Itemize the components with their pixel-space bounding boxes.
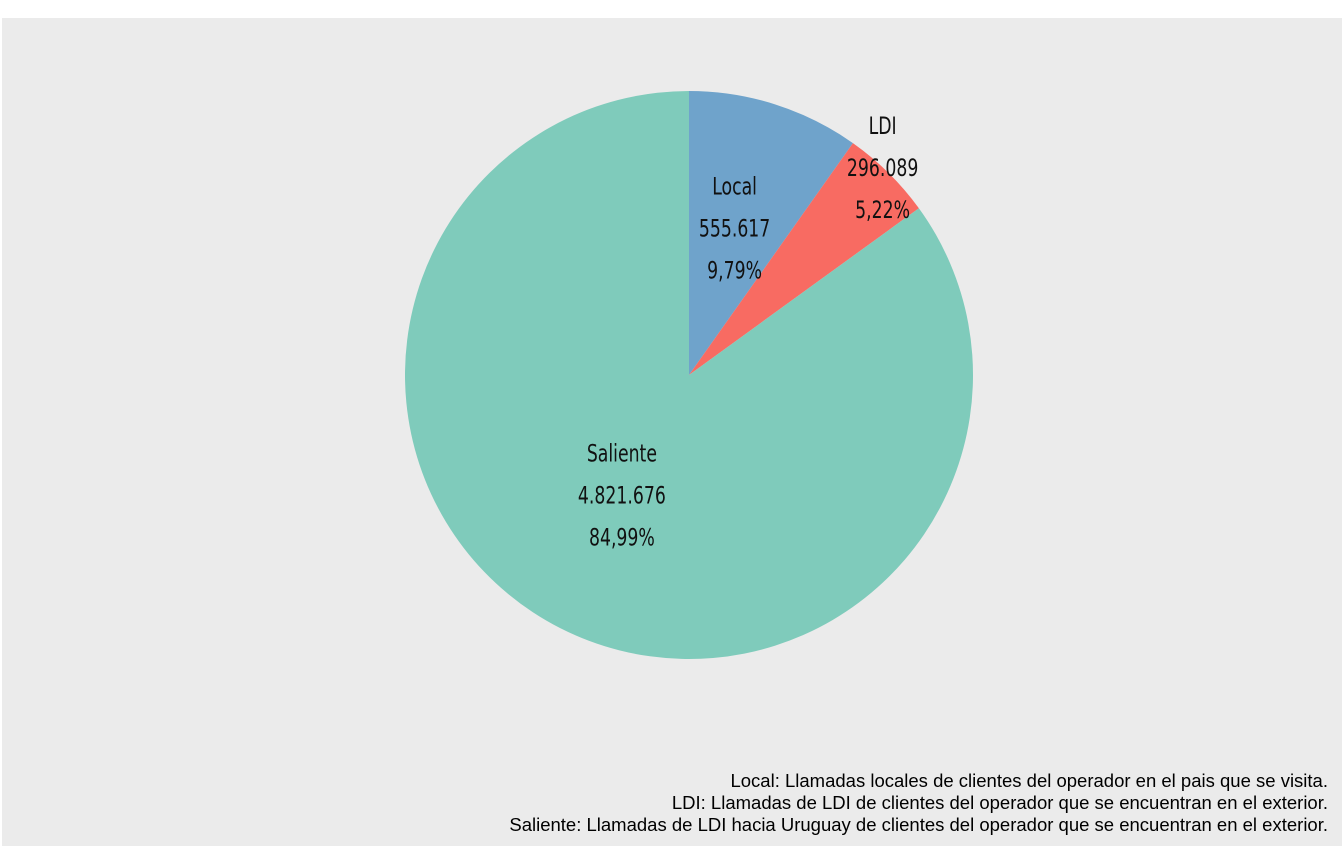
caption-line-saliente: Saliente: Llamadas de LDI hacia Uruguay … (509, 814, 1328, 835)
pie-slice-local (689, 91, 853, 375)
caption-line-ldi: LDI: Llamadas de LDI de clientes del ope… (671, 792, 1328, 813)
slice-label-local-value: 555.617 (699, 215, 770, 243)
chart-panel: Local 555.617 9,79% LDI 296.089 5,22% Saliente… (2, 18, 1342, 846)
slice-label-ldi-percent: 5,22% (855, 196, 910, 224)
slice-label-ldi-value: 296.089 (847, 154, 918, 182)
caption: Local: Llamadas locales de clientes del … (509, 770, 1328, 836)
caption-line-local: Local: Llamadas locales de clientes del … (730, 770, 1328, 791)
pie-chart: Local 555.617 9,79% LDI 296.089 5,22% Saliente… (405, 91, 973, 659)
slice-label-ldi-name: LDI (869, 112, 897, 140)
slice-label-saliente-name: Saliente (587, 440, 657, 468)
slice-label-local-percent: 9,79% (707, 257, 762, 285)
slice-label-local-name: Local (712, 173, 757, 201)
pie-slice-ldi (689, 143, 919, 375)
slice-label-saliente-percent: 84,99% (589, 524, 655, 552)
slice-label-saliente-value: 4.821.676 (578, 482, 666, 510)
pie-slice-saliente (405, 91, 973, 659)
